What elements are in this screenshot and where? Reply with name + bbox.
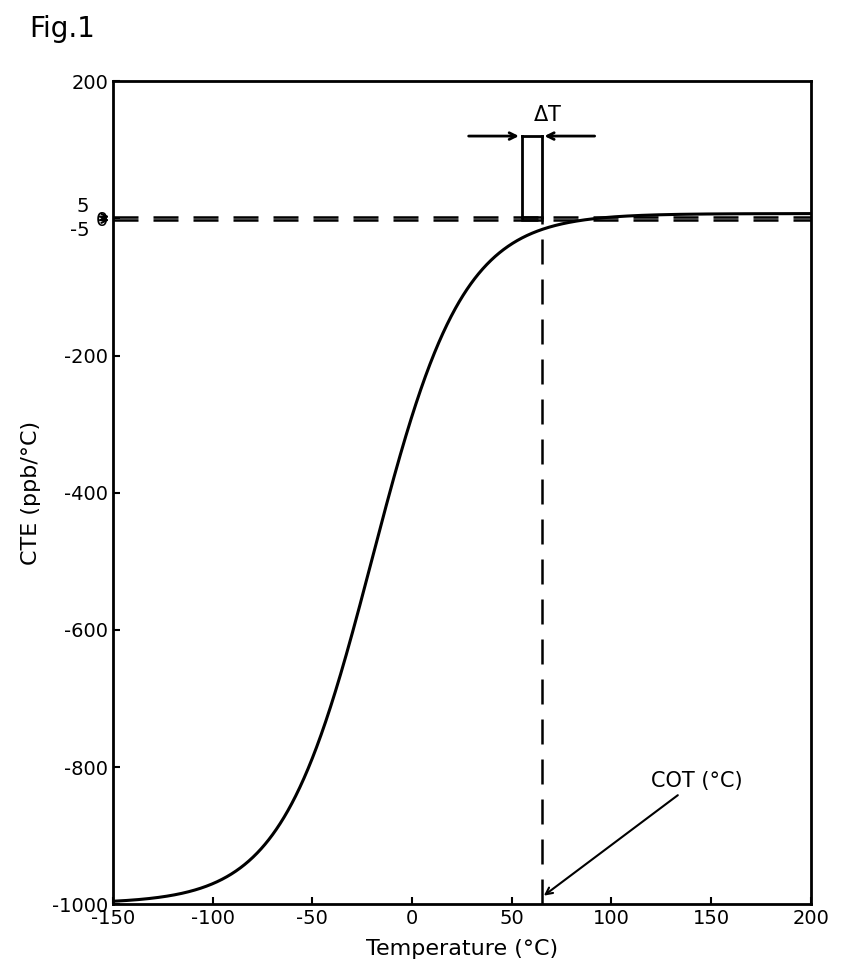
Y-axis label: CTE (ppb/°C): CTE (ppb/°C)	[21, 420, 41, 564]
X-axis label: Temperature (°C): Temperature (°C)	[366, 939, 558, 959]
Text: -5: -5	[70, 220, 89, 240]
Text: COT (°C): COT (°C)	[546, 770, 743, 895]
Text: 5: 5	[76, 197, 89, 216]
Text: Fig.1: Fig.1	[30, 16, 95, 43]
Bar	[522, 217, 541, 221]
Text: $\Delta$T: $\Delta$T	[533, 106, 562, 125]
